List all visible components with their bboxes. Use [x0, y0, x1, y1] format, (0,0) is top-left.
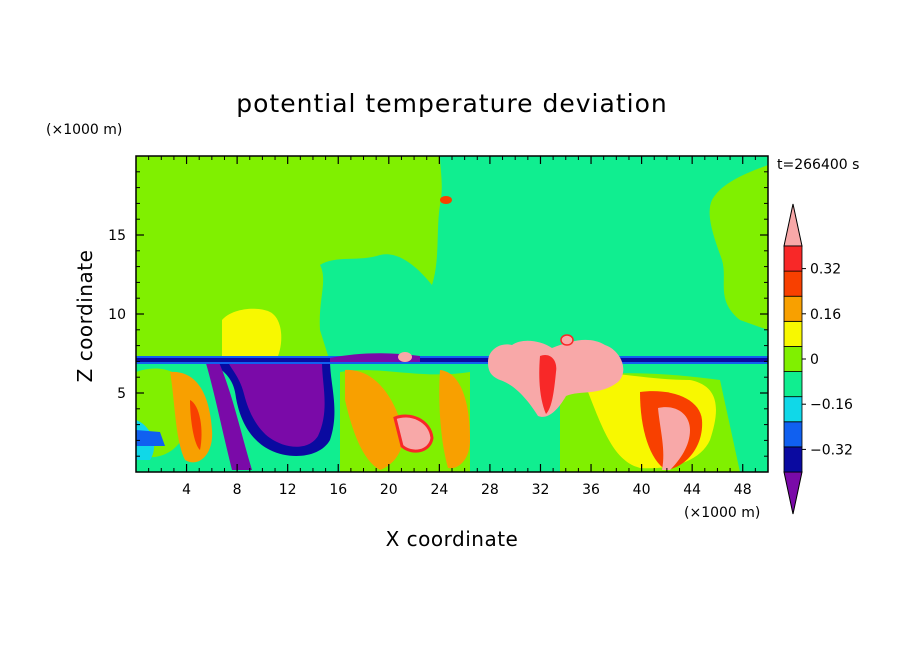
colorbar-extend-high — [783, 203, 803, 247]
x-tick-label: 8 — [233, 482, 242, 498]
x-axis-label: X coordinate — [386, 527, 519, 551]
x-tick-label: 32 — [532, 482, 550, 498]
colorbar-label: 0.32 — [810, 262, 841, 278]
colorbar-segment — [783, 396, 803, 423]
field-warm-plume — [393, 414, 434, 453]
field-spot — [440, 196, 452, 204]
field-inversion-band — [136, 358, 768, 362]
y-tick-label: 5 — [117, 386, 126, 402]
field-warm-bubble — [539, 354, 557, 414]
x-unit-label: (×1000 m) — [684, 505, 760, 521]
x-tick-label: 36 — [582, 482, 600, 498]
colorbar-label: −0.16 — [810, 397, 853, 413]
colorbar-segment — [783, 446, 803, 473]
field-warm-plume — [190, 400, 202, 450]
time-label: t=266400 s — [777, 157, 859, 173]
field-region-neutral — [319, 156, 768, 362]
colorbar-segment — [783, 346, 803, 372]
heatmap-field — [136, 156, 768, 472]
colorbar-extend-low — [783, 471, 803, 515]
colorbar-segment — [783, 421, 803, 448]
field-cold-intrusion — [228, 362, 325, 447]
field-warm-plume — [658, 407, 690, 470]
field-warm-bubble — [560, 334, 574, 346]
colorbar-segment — [783, 320, 803, 347]
x-tick-label: 28 — [481, 482, 499, 498]
field-warm-bubble — [398, 352, 412, 362]
colorbar-label: 0 — [810, 352, 819, 368]
y-tick-label: 10 — [108, 307, 126, 323]
field-region-warm-upper — [222, 308, 282, 356]
colorbar-label: −0.32 — [810, 442, 853, 458]
colorbar: 0.32 0.16 0 −0.16 −0.32 — [783, 203, 853, 515]
x-tick-label: 4 — [182, 482, 191, 498]
x-tick-label: 12 — [279, 482, 297, 498]
colorbar-segment — [783, 371, 803, 398]
x-tick-label: 48 — [734, 482, 752, 498]
y-axis-label: Z coordinate — [73, 250, 97, 383]
chart-title: potential temperature deviation — [236, 89, 667, 118]
field-inversion-band — [330, 353, 420, 362]
x-tick-label: 20 — [380, 482, 398, 498]
colorbar-segment — [783, 295, 803, 322]
colorbar-label: 0.16 — [810, 307, 841, 323]
x-tick-label: 40 — [633, 482, 651, 498]
x-tick-label: 16 — [329, 482, 347, 498]
y-unit-label: (×1000 m) — [46, 122, 122, 138]
field-warm-bubble — [488, 339, 624, 417]
x-tick-label: 44 — [683, 482, 701, 498]
field-warm-plume — [345, 369, 404, 470]
colorbar-segment — [783, 270, 803, 297]
field-cold-intrusion — [205, 360, 252, 470]
colorbar-segment — [783, 245, 803, 272]
y-tick-label: 15 — [108, 228, 126, 244]
field-warm-plume — [439, 370, 470, 469]
field-lower-region — [136, 430, 165, 446]
x-tick-label: 24 — [430, 482, 448, 498]
